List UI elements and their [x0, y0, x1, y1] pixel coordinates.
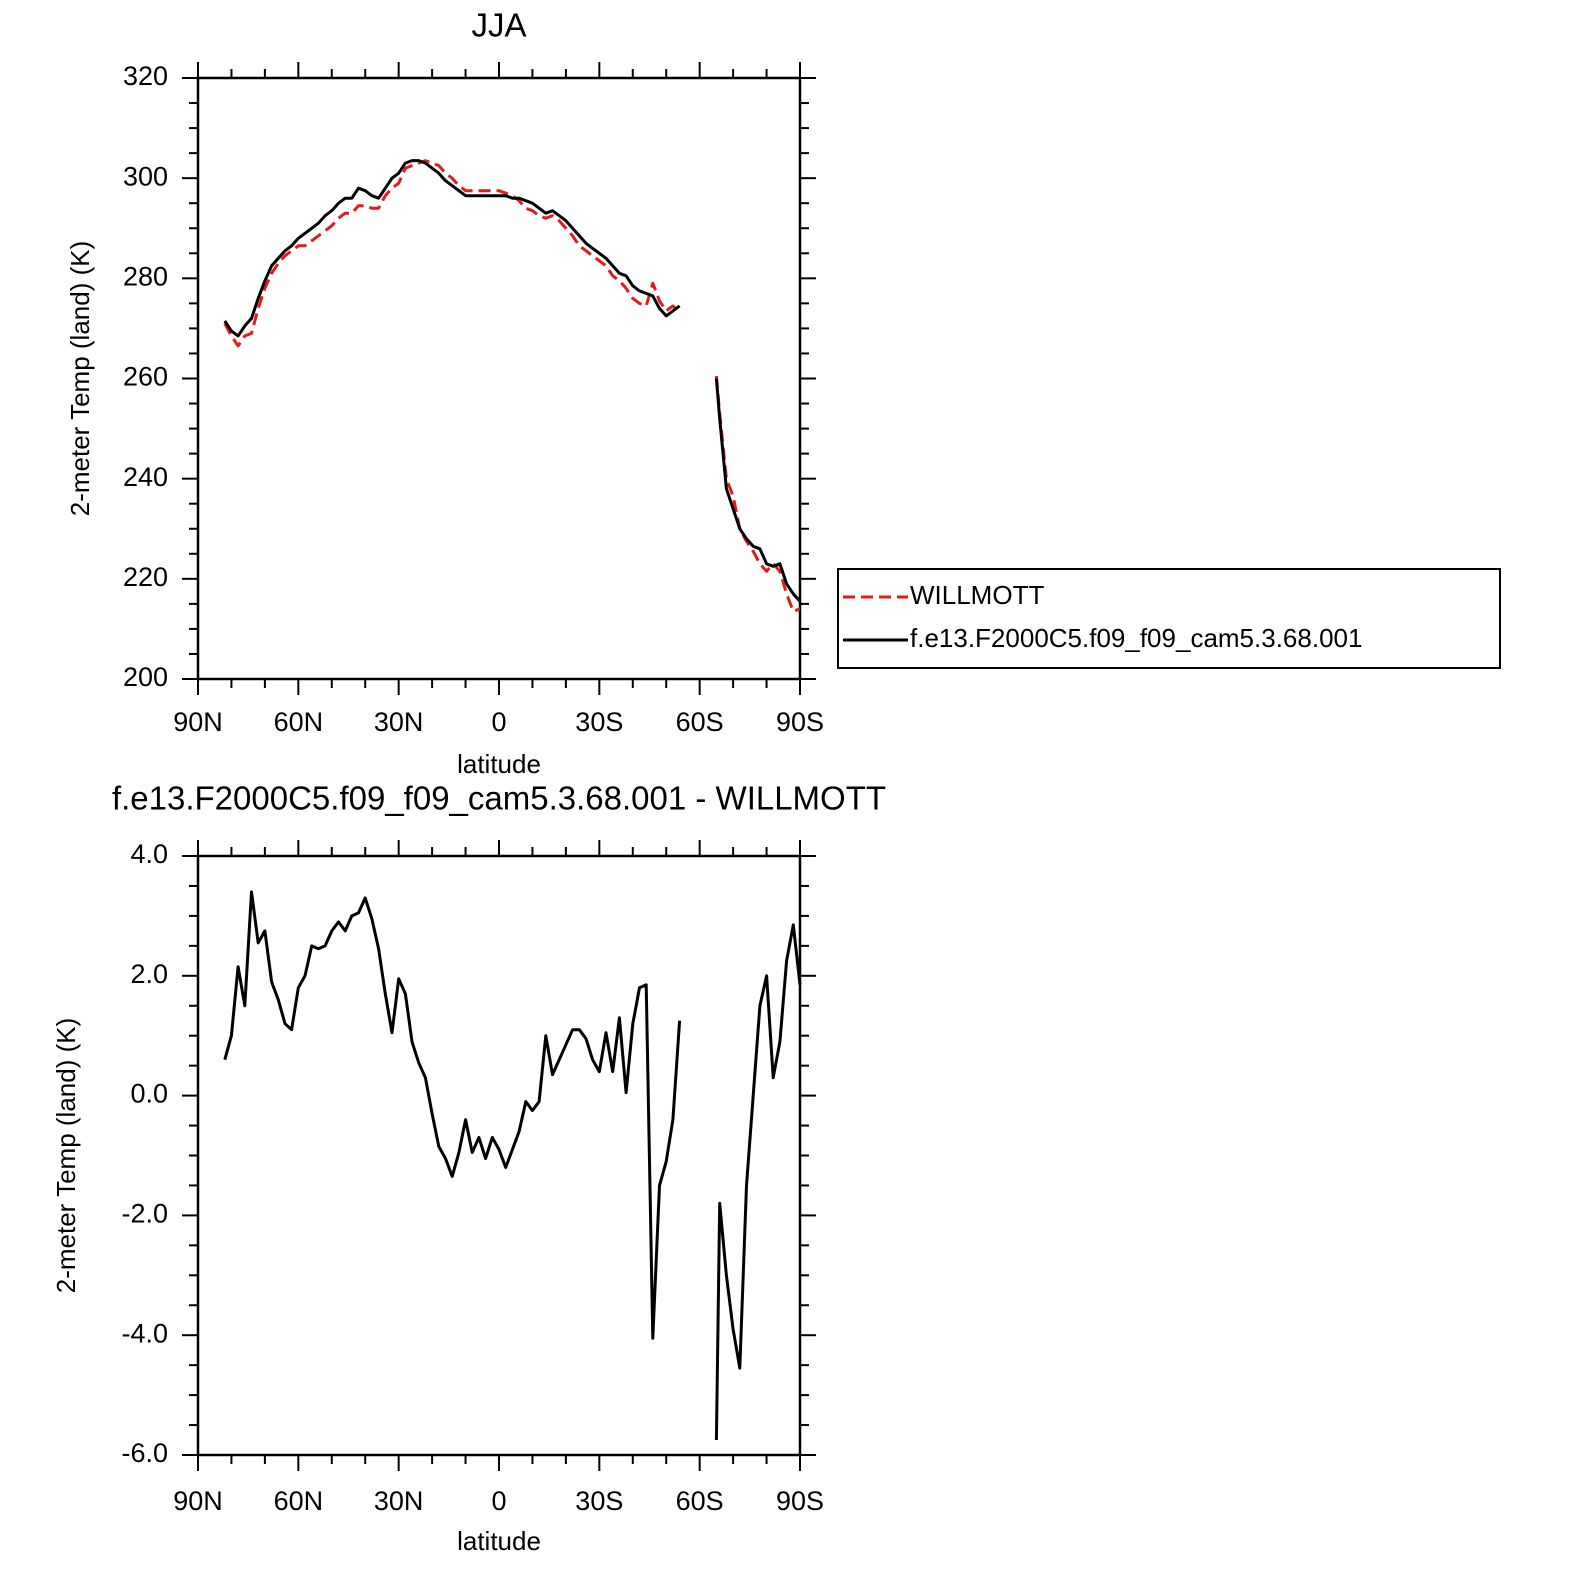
plot-frame — [196, 76, 802, 681]
y-tick-label: -6.0 — [121, 1438, 168, 1468]
x-axis-label: latitude — [457, 749, 541, 779]
data-line — [223, 890, 802, 1441]
data-line — [223, 159, 802, 603]
y-tick-label: 240 — [123, 462, 168, 492]
x-tick-label: 90N — [173, 1486, 223, 1516]
legend-label: f.e13.F2000C5.f09_f09_cam5.3.68.001 — [910, 623, 1362, 653]
x-tick-label: 60S — [676, 1486, 724, 1516]
x-tick-label: 30N — [374, 1486, 424, 1516]
y-tick-label: 320 — [123, 61, 168, 91]
x-tick-label: 60N — [274, 707, 324, 737]
y-tick-label: 4.0 — [130, 839, 168, 869]
data-line — [223, 159, 801, 613]
x-tick-label: 0 — [491, 1486, 506, 1516]
x-tick-label: 90S — [776, 707, 824, 737]
y-tick-label: 0.0 — [130, 1079, 168, 1109]
x-tick-label: 60S — [676, 707, 724, 737]
chart-title: JJA — [471, 7, 526, 44]
y-axis-label: 2-meter Temp (land) (K) — [65, 241, 95, 517]
y-tick-label: 200 — [123, 662, 168, 692]
legend-label: WILLMOTT — [910, 580, 1044, 610]
y-tick-label: 2.0 — [130, 959, 168, 989]
x-tick-label: 30S — [575, 707, 623, 737]
x-tick-label: 90S — [776, 1486, 824, 1516]
y-tick-label: 220 — [123, 562, 168, 592]
x-tick-label: 0 — [491, 707, 506, 737]
y-tick-label: -4.0 — [121, 1318, 168, 1348]
x-axis-label: latitude — [457, 1526, 541, 1556]
x-tick-label: 30S — [575, 1486, 623, 1516]
x-tick-label: 60N — [274, 1486, 324, 1516]
x-tick-label: 30N — [374, 707, 424, 737]
chart-title: f.e13.F2000C5.f09_f09_cam5.3.68.001 - WI… — [112, 780, 886, 817]
y-tick-label: 260 — [123, 362, 168, 392]
x-tick-label: 90N — [173, 707, 223, 737]
legend-box — [837, 568, 1501, 669]
y-axis-label: 2-meter Temp (land) (K) — [51, 1018, 81, 1294]
y-tick-label: 300 — [123, 161, 168, 191]
plot-frame — [196, 854, 802, 1457]
y-tick-label: 280 — [123, 261, 168, 291]
y-tick-label: -2.0 — [121, 1199, 168, 1229]
